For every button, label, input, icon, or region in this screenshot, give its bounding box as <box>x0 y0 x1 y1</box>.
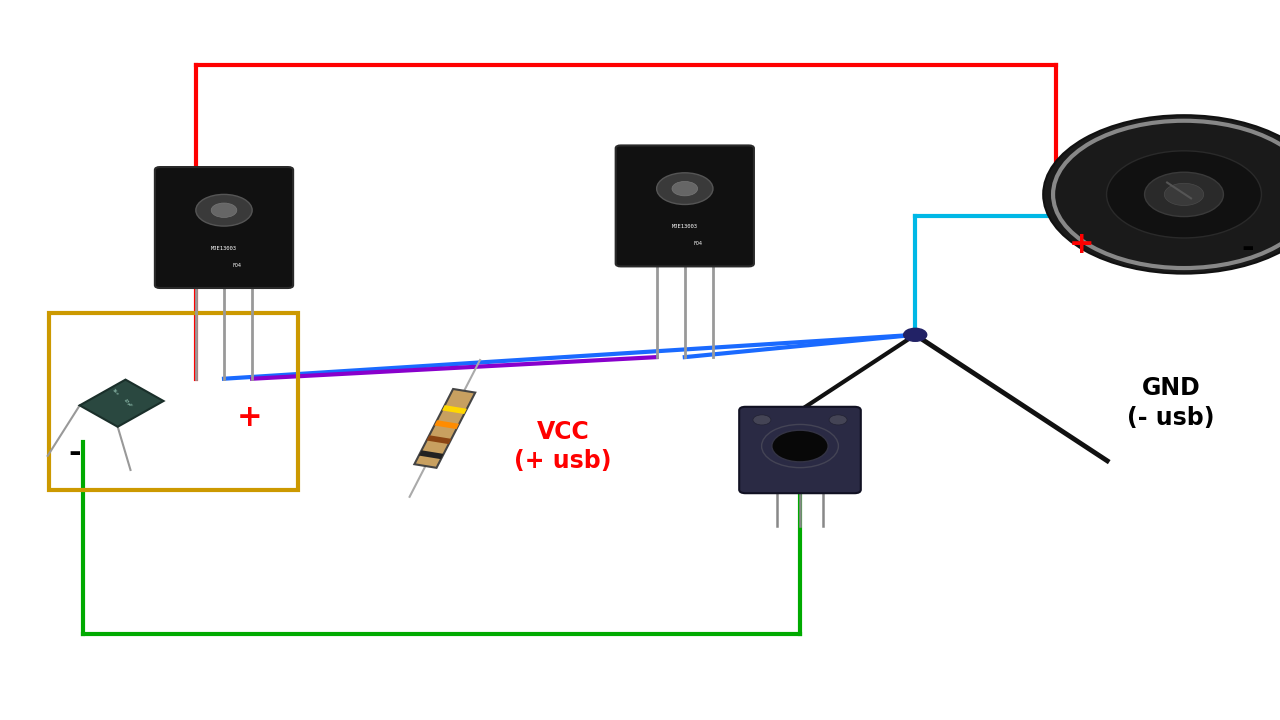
FancyBboxPatch shape <box>155 167 293 288</box>
Text: GND
(- usb): GND (- usb) <box>1128 377 1215 430</box>
FancyBboxPatch shape <box>740 407 860 493</box>
Circle shape <box>829 415 847 425</box>
Circle shape <box>904 328 927 341</box>
Text: F04: F04 <box>232 263 242 268</box>
Circle shape <box>753 415 771 425</box>
Polygon shape <box>419 450 444 459</box>
Circle shape <box>772 431 828 462</box>
Polygon shape <box>434 420 460 429</box>
Text: MJE13003: MJE13003 <box>211 246 237 251</box>
Text: +: + <box>1069 230 1094 259</box>
Text: 47µF: 47µF <box>123 398 133 408</box>
FancyBboxPatch shape <box>616 145 754 266</box>
Circle shape <box>211 203 237 217</box>
Polygon shape <box>415 389 475 468</box>
Polygon shape <box>426 436 452 444</box>
Text: VCC
(+ usb): VCC (+ usb) <box>515 420 612 473</box>
Text: F04: F04 <box>692 241 703 246</box>
Text: 16v: 16v <box>111 388 119 397</box>
Circle shape <box>657 173 713 204</box>
Polygon shape <box>79 379 164 427</box>
Circle shape <box>1165 184 1203 205</box>
Text: -: - <box>68 439 81 468</box>
Polygon shape <box>442 405 467 414</box>
Circle shape <box>1106 150 1262 238</box>
Circle shape <box>196 194 252 226</box>
Circle shape <box>1144 172 1224 217</box>
Text: -: - <box>1242 234 1254 263</box>
Text: MJE13003: MJE13003 <box>672 224 698 229</box>
Text: +: + <box>237 403 262 432</box>
Circle shape <box>1043 115 1280 274</box>
Circle shape <box>672 181 698 196</box>
